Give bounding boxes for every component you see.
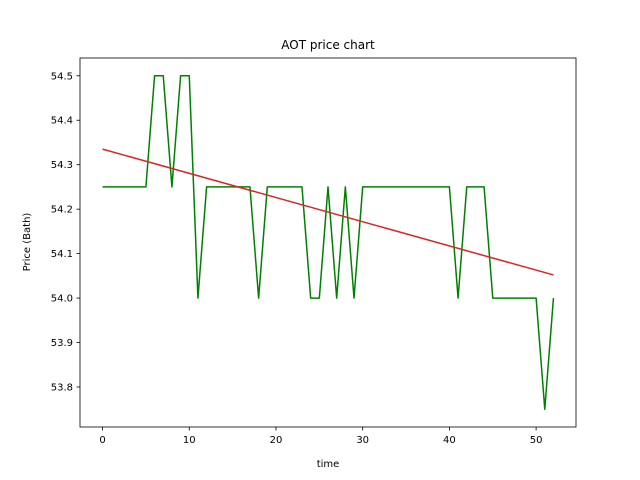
y-axis-ticks: 53.8 53.9 54.0 54.1 54.2 54.3 54.4 54.5: [51, 71, 80, 393]
x-axis-ticks: 0 10 20 30 40 50: [99, 427, 542, 446]
plot-lines: [102, 75, 555, 410]
price-series-line: [102, 75, 555, 410]
chart-title: AOT price chart: [281, 38, 375, 52]
x-tick-label: 20: [270, 435, 283, 446]
y-axis-label: Price (Bath): [22, 213, 33, 272]
trend-line: [102, 148, 554, 276]
y-tick-label: 54.5: [51, 71, 73, 82]
x-tick-label: 0: [99, 435, 105, 446]
plot-frame: [79, 57, 577, 428]
x-axis-label: time: [317, 459, 340, 470]
y-tick-label: 53.8: [51, 382, 73, 393]
x-tick-label: 40: [443, 435, 456, 446]
x-tick-label: 30: [356, 435, 369, 446]
y-tick-label: 54.2: [51, 205, 73, 216]
x-tick-label: 10: [183, 435, 196, 446]
y-tick-label: 54.1: [51, 249, 73, 260]
x-tick-label: 50: [530, 435, 543, 446]
y-tick-label: 54.0: [51, 294, 73, 305]
y-tick-label: 53.9: [51, 338, 73, 349]
y-tick-label: 54.4: [51, 116, 73, 127]
y-tick-label: 54.3: [51, 160, 73, 171]
